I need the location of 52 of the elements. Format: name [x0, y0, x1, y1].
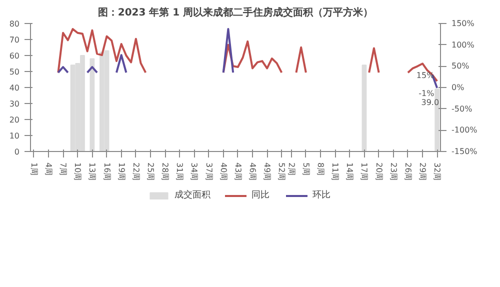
y2-tick-label: -150%	[452, 147, 478, 156]
x-tick-label: 22周	[131, 162, 140, 181]
x-tick-label: 29周	[418, 162, 428, 181]
x-tick-label: 43周	[233, 162, 242, 181]
x-tick-label: 20周	[374, 162, 384, 181]
x-tick-label: 25周	[146, 162, 155, 181]
y-tick-label: 30	[9, 100, 20, 108]
x-tick-label: 31周	[175, 162, 184, 181]
x-tick-label: 16周	[102, 162, 112, 181]
x-tick-label: 46周	[248, 162, 257, 181]
data-label: 39.0	[421, 98, 440, 108]
y-tick-label: 50	[9, 68, 20, 76]
x-tick-label: 26周	[403, 162, 412, 181]
x-tick-label: 7周	[58, 162, 68, 176]
x-tick-label: 14周	[345, 162, 354, 181]
x-tick-label: 32周	[432, 162, 442, 181]
y2-tick-label: 50%	[452, 62, 470, 71]
bar	[362, 64, 367, 152]
y2-tick-label: 0%	[452, 83, 465, 92]
x-tick-label: 11周	[330, 162, 340, 181]
x-tick-label: 4周	[44, 162, 53, 176]
legend-label: 同比	[252, 189, 270, 202]
y-tick-label: 40	[9, 84, 20, 92]
y-tick-label: 20	[9, 116, 20, 124]
y-tick-label: 70	[9, 36, 20, 44]
x-tick-label: 5周	[301, 162, 310, 176]
y-tick-label: 0	[14, 148, 20, 156]
x-tick-label: 23周	[388, 162, 398, 181]
y2-tick-label: -100%	[452, 126, 478, 135]
x-tick-label: 1周	[29, 162, 38, 176]
x-tick-label: 52周	[277, 162, 286, 181]
x-tick-label: 28周	[160, 162, 170, 181]
x-tick-label: 34周	[190, 162, 199, 181]
x-tick-label: 10周	[73, 162, 82, 181]
x-tick-label: 19周	[116, 162, 126, 181]
y2-tick-label: 100%	[452, 40, 475, 50]
y-tick-label: 60	[9, 52, 20, 60]
legend-label: 成交面积	[174, 189, 210, 202]
y-tick-label: 80	[9, 20, 20, 28]
x-tick-label: 37周	[204, 162, 214, 181]
x-tick-label: 17周	[360, 162, 369, 181]
y2-tick-label: -50%	[452, 104, 473, 114]
x-tick-label: 40周	[218, 162, 228, 181]
legend-label: 环比	[312, 189, 332, 202]
y-tick-label: 10	[9, 132, 20, 140]
y2-tick-label: 150%	[452, 19, 475, 28]
data-label: -1%	[418, 88, 435, 98]
x-tick-label: 2周	[286, 162, 296, 176]
x-tick-label: 13周	[88, 162, 97, 181]
x-tick-label: 8周	[316, 162, 326, 176]
chart-title: 图：2023 年第 1 周以来成都二手住房成交面积（万平方米）	[98, 6, 374, 18]
x-tick-label: 49周	[262, 162, 272, 181]
